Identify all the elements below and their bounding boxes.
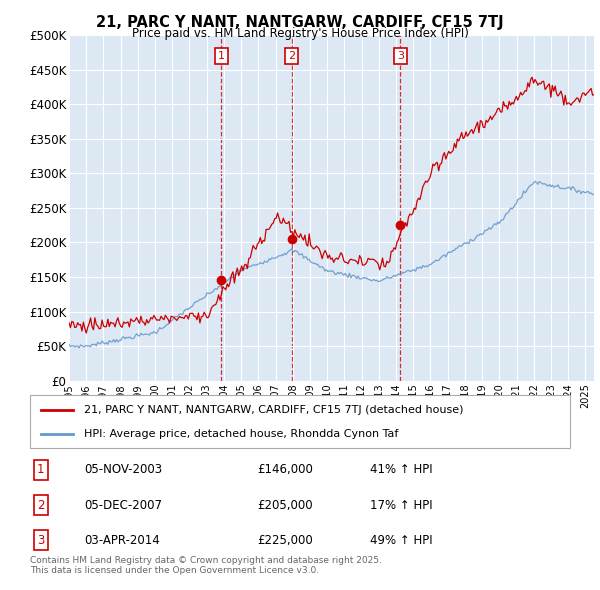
Text: 05-NOV-2003: 05-NOV-2003 (84, 463, 162, 476)
Text: 1: 1 (218, 51, 225, 61)
Text: 2: 2 (37, 499, 44, 512)
Text: Price paid vs. HM Land Registry's House Price Index (HPI): Price paid vs. HM Land Registry's House … (131, 27, 469, 40)
Text: 49% ↑ HPI: 49% ↑ HPI (370, 534, 433, 547)
Text: 21, PARC Y NANT, NANTGARW, CARDIFF, CF15 7TJ: 21, PARC Y NANT, NANTGARW, CARDIFF, CF15… (96, 15, 504, 30)
Text: HPI: Average price, detached house, Rhondda Cynon Taf: HPI: Average price, detached house, Rhon… (84, 428, 398, 438)
Text: 17% ↑ HPI: 17% ↑ HPI (370, 499, 433, 512)
Text: 03-APR-2014: 03-APR-2014 (84, 534, 160, 547)
Text: 21, PARC Y NANT, NANTGARW, CARDIFF, CF15 7TJ (detached house): 21, PARC Y NANT, NANTGARW, CARDIFF, CF15… (84, 405, 464, 415)
Text: 1: 1 (37, 463, 44, 476)
Text: 41% ↑ HPI: 41% ↑ HPI (370, 463, 433, 476)
Text: 05-DEC-2007: 05-DEC-2007 (84, 499, 162, 512)
Text: £205,000: £205,000 (257, 499, 313, 512)
Text: £225,000: £225,000 (257, 534, 313, 547)
Text: 3: 3 (397, 51, 404, 61)
Text: £146,000: £146,000 (257, 463, 313, 476)
Text: 2: 2 (288, 51, 295, 61)
Text: 3: 3 (37, 534, 44, 547)
Text: Contains HM Land Registry data © Crown copyright and database right 2025.
This d: Contains HM Land Registry data © Crown c… (30, 556, 382, 575)
FancyBboxPatch shape (30, 395, 570, 448)
